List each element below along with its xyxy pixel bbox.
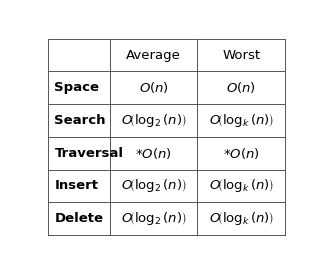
Text: Traversal: Traversal (55, 147, 124, 160)
Text: $O\!\left(\log_2(n)\right)$: $O\!\left(\log_2(n)\right)$ (121, 178, 187, 194)
Text: $O\!\left(\log_k(n)\right)$: $O\!\left(\log_k(n)\right)$ (209, 210, 274, 227)
Text: $O\!\left(\log_2(n)\right)$: $O\!\left(\log_2(n)\right)$ (121, 112, 187, 129)
Text: Worst: Worst (222, 49, 260, 62)
Text: Average: Average (126, 49, 181, 62)
Text: $*O(n)$: $*O(n)$ (223, 146, 259, 161)
Text: $O\!\left(\log_k(n)\right)$: $O\!\left(\log_k(n)\right)$ (209, 112, 274, 129)
Text: Delete: Delete (55, 212, 103, 225)
Text: $O(n)$: $O(n)$ (226, 80, 256, 95)
Text: $O\!\left(\log_k(n)\right)$: $O\!\left(\log_k(n)\right)$ (209, 178, 274, 194)
Text: Insert: Insert (55, 179, 98, 192)
Text: $*O(n)$: $*O(n)$ (135, 146, 172, 161)
Text: Search: Search (55, 114, 106, 127)
Text: $O(n)$: $O(n)$ (138, 80, 169, 95)
Text: Space: Space (55, 81, 99, 94)
Text: $O\!\left(\log_2(n)\right)$: $O\!\left(\log_2(n)\right)$ (121, 210, 187, 227)
